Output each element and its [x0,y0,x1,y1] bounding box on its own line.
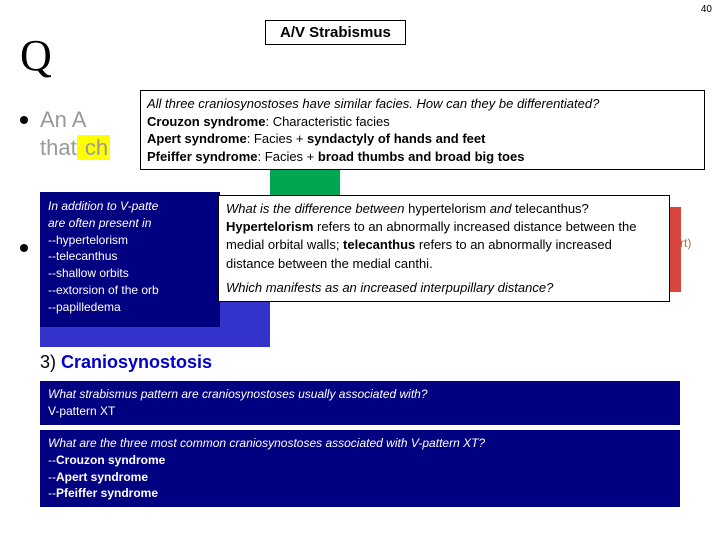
text: In addition to V-patte [48,198,212,215]
question-text: All three craniosynostoses have similar … [147,95,698,113]
hypertelorism-callout: What is the difference between hypertelo… [218,195,670,302]
qa-box: What strabismus pattern are craniosynost… [40,381,680,425]
question-text: Which manifests as an increased interpup… [226,279,662,297]
answer-text: Hypertelorism refers to an abnormally in… [226,218,662,273]
list-item: --extorsion of the orb [48,282,212,299]
list-item: --hypertelorism [48,232,212,249]
fragment-text: An A [40,107,86,133]
answer-line: --Pfeiffer syndrome [48,485,672,502]
highlight-text: ch [77,135,110,160]
findings-box: In addition to V-patte are often present… [40,192,220,327]
answer-line: Apert syndrome: Facies + syndactyly of h… [147,130,698,148]
list-item: --papilledema [48,299,212,316]
question-text: What strabismus pattern are craniosynost… [48,386,672,403]
slide-title: A/V Strabismus [265,20,406,45]
question-marker: Q [20,30,52,81]
fragment-text: that ch [40,135,110,161]
question-text: What are the three most common craniosyn… [48,435,672,452]
text: that [40,135,77,160]
answer-line: --Crouzon syndrome [48,452,672,469]
bullet-icon [20,116,28,124]
section-heading: 3) Craniosynostosis [40,352,212,373]
answer-text: V-pattern XT [48,403,672,420]
facies-callout: All three craniosynostoses have similar … [140,90,705,170]
list-item: --telecanthus [48,248,212,265]
page-number: 40 [701,4,712,15]
bullet-icon [20,244,28,252]
answer-line: --Apert syndrome [48,469,672,486]
list-item: --shallow orbits [48,265,212,282]
question-text: What is the difference between hypertelo… [226,200,662,218]
answer-line: Pfeiffer syndrome: Facies + broad thumbs… [147,148,698,166]
answer-line: Crouzon syndrome: Characteristic facies [147,113,698,131]
fragment-text: rt) [680,236,691,250]
text: are often present in [48,215,212,232]
qa-box: What are the three most common craniosyn… [40,430,680,507]
